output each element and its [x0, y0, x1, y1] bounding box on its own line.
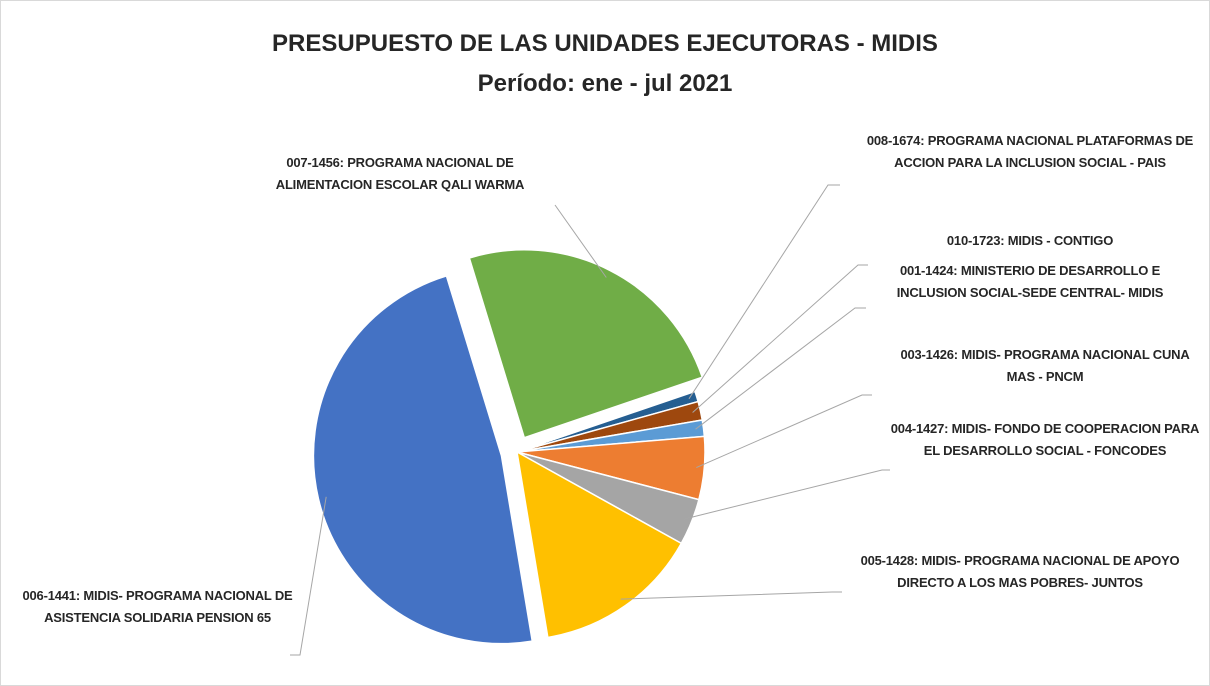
chart-title: PRESUPUESTO DE LAS UNIDADES EJECUTORAS -…	[272, 30, 938, 57]
slice-label: 003-1426: MIDIS- PROGRAMA NACIONAL CUNA …	[900, 347, 1190, 384]
leader-line	[290, 496, 327, 656]
leader-line	[688, 184, 840, 400]
leader-line	[554, 204, 607, 278]
slice-label: 007-1456: PROGRAMA NACIONAL DE ALIMENTAC…	[275, 155, 525, 192]
leader-line	[696, 394, 872, 469]
pie-slice	[312, 274, 534, 645]
slice-label: 008-1674: PROGRAMA NACIONAL PLATAFORMAS …	[866, 133, 1194, 170]
leader-line	[695, 307, 866, 430]
leader-line	[683, 469, 890, 520]
slice-label: 010-1723: MIDIS - CONTIGO	[946, 233, 1114, 248]
chart-subtitle: Período: ene - jul 2021	[477, 70, 733, 97]
slice-label: 001-1424: MINISTERIO DE DESARROLLO E INC…	[896, 263, 1164, 300]
leader-line	[620, 591, 842, 600]
slice-label: 005-1428: MIDIS- PROGRAMA NACIONAL DE AP…	[860, 553, 1180, 590]
leader-line	[692, 264, 868, 413]
slice-label: 006-1441: MIDIS- PROGRAMA NACIONAL DE AS…	[22, 588, 293, 625]
pie-slice	[468, 249, 704, 439]
pie-slice	[516, 450, 683, 639]
slice-label: 004-1427: MIDIS- FONDO DE COOPERACION PA…	[890, 421, 1200, 458]
